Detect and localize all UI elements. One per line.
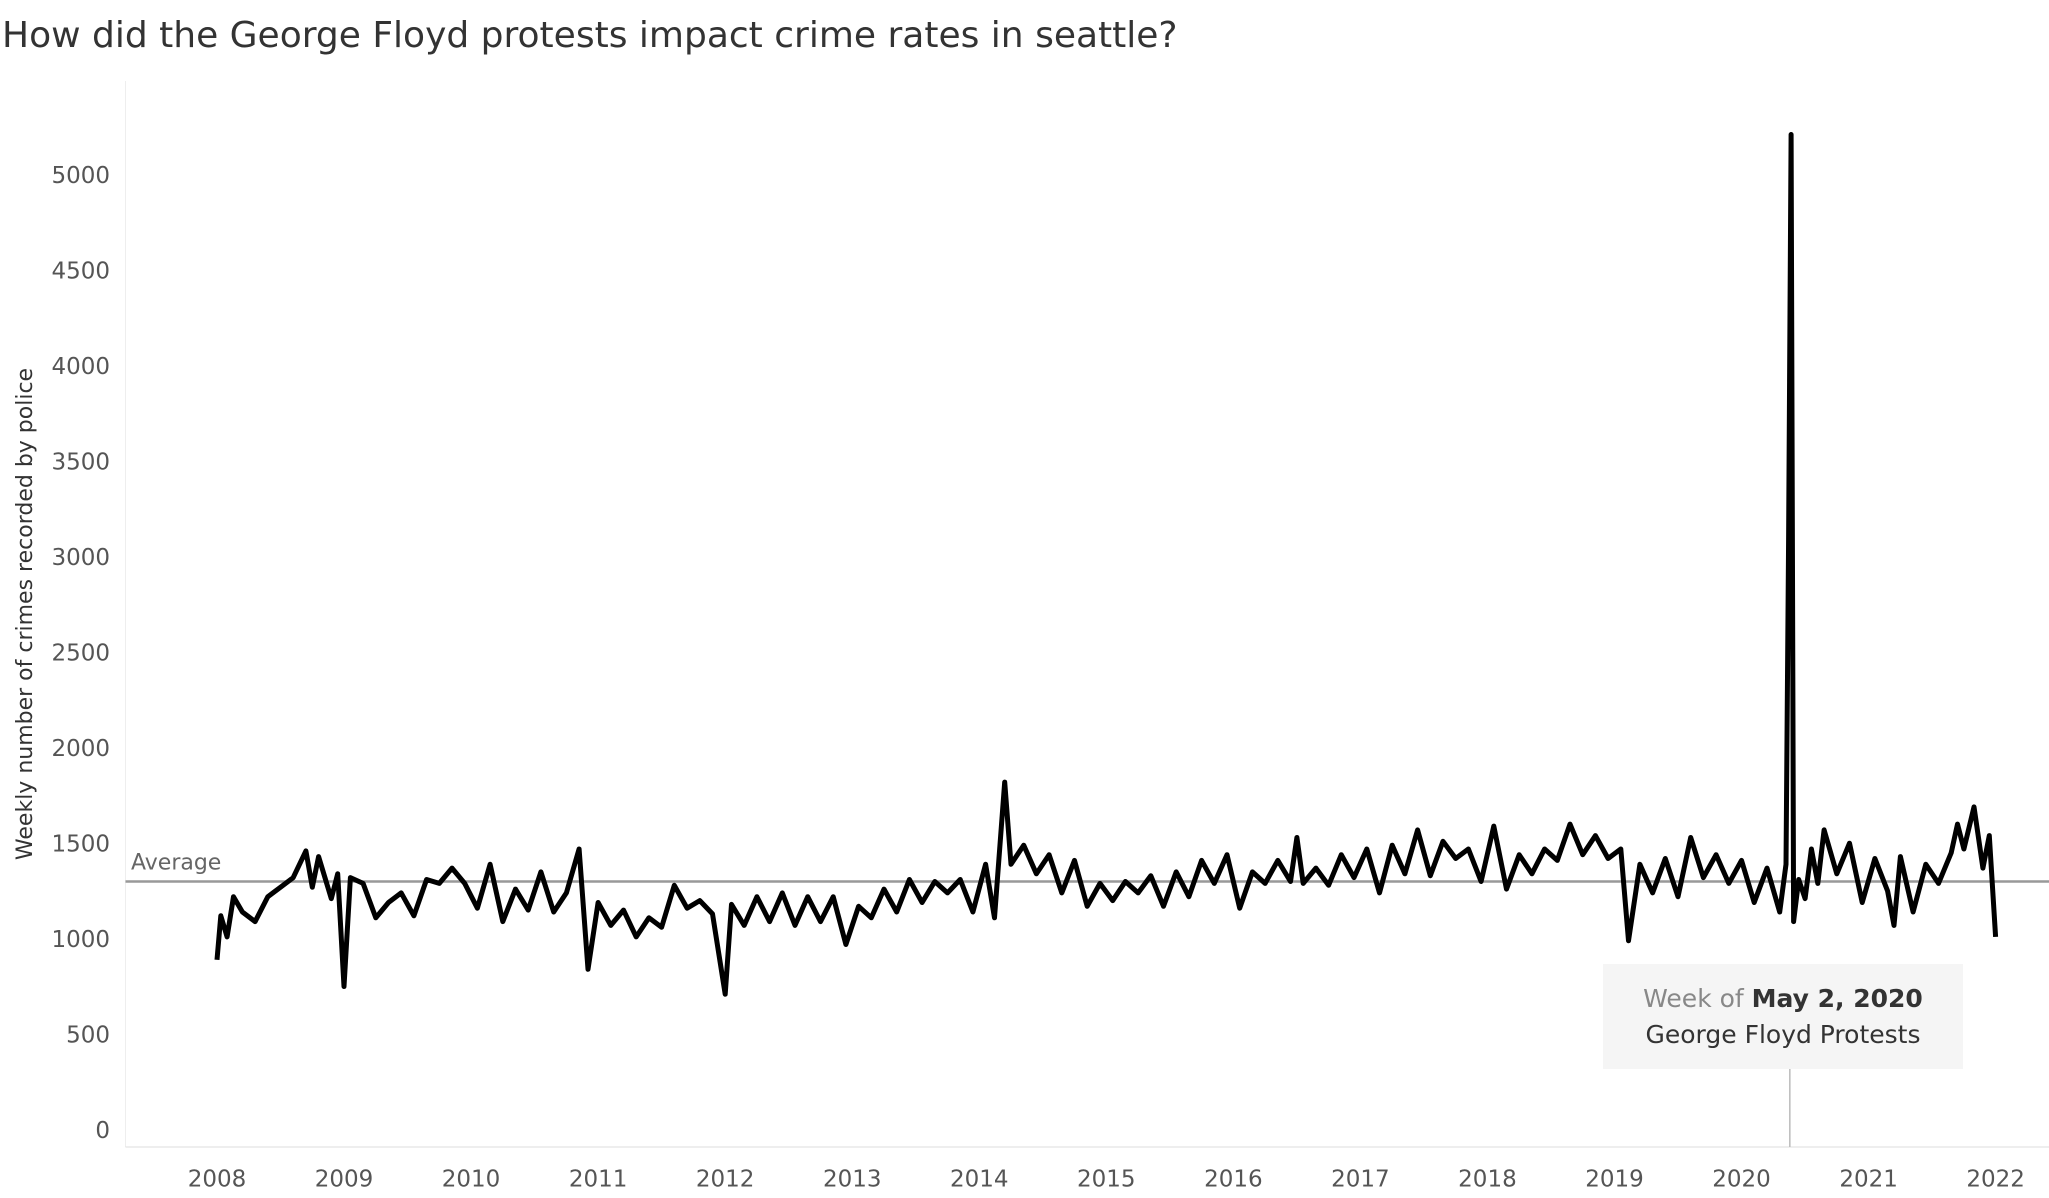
data-line [214, 132, 1999, 997]
x-tick-label: 2022 [1966, 1167, 2025, 1193]
x-tick-label: 2017 [1331, 1167, 1390, 1193]
y-tick-label: 2500 [51, 641, 110, 667]
x-tick-label: 2008 [188, 1167, 247, 1193]
y-tick-label: 3000 [51, 545, 110, 571]
annotation-prefix: Week of [1643, 984, 1745, 1013]
annotation-text: George Floyd Protests [1645, 1020, 1920, 1049]
y-tick-label: 5000 [51, 163, 110, 189]
x-tick-label: 2021 [1839, 1167, 1898, 1193]
y-axis-title: Weekly number of crimes recorded by poli… [13, 368, 38, 860]
annotation-title: Week of May 2, 2020 [1643, 984, 1923, 1013]
x-tick-label: 2011 [569, 1167, 628, 1193]
y-tick-label: 1000 [51, 927, 110, 953]
y-tick-label: 2000 [51, 736, 110, 762]
x-tick-label: 2015 [1077, 1167, 1136, 1193]
y-tick-label: 4500 [51, 259, 110, 285]
y-tick-label: 4000 [51, 354, 110, 380]
y-tick-label: 3500 [51, 450, 110, 476]
x-tick-label: 2016 [1204, 1167, 1263, 1193]
x-tick-label: 2010 [442, 1167, 501, 1193]
x-tick-label: 2020 [1712, 1167, 1771, 1193]
y-tick-label: 0 [95, 1118, 110, 1144]
y-tick-label: 500 [66, 1023, 110, 1049]
x-tick-label: 2009 [315, 1167, 374, 1193]
x-tick-label: 2013 [823, 1167, 882, 1193]
annotation-box [1603, 964, 1963, 1069]
x-tick-label: 2018 [1458, 1167, 1517, 1193]
x-tick-label: 2019 [1585, 1167, 1644, 1193]
x-tick-label: 2014 [950, 1167, 1009, 1193]
chart-title: How did the George Floyd protests impact… [2, 15, 1178, 56]
annotation-date: May 2, 2020 [1752, 984, 1923, 1013]
x-tick-label: 2012 [696, 1167, 755, 1193]
average-label: Average [131, 850, 221, 875]
y-tick-label: 1500 [51, 832, 110, 858]
